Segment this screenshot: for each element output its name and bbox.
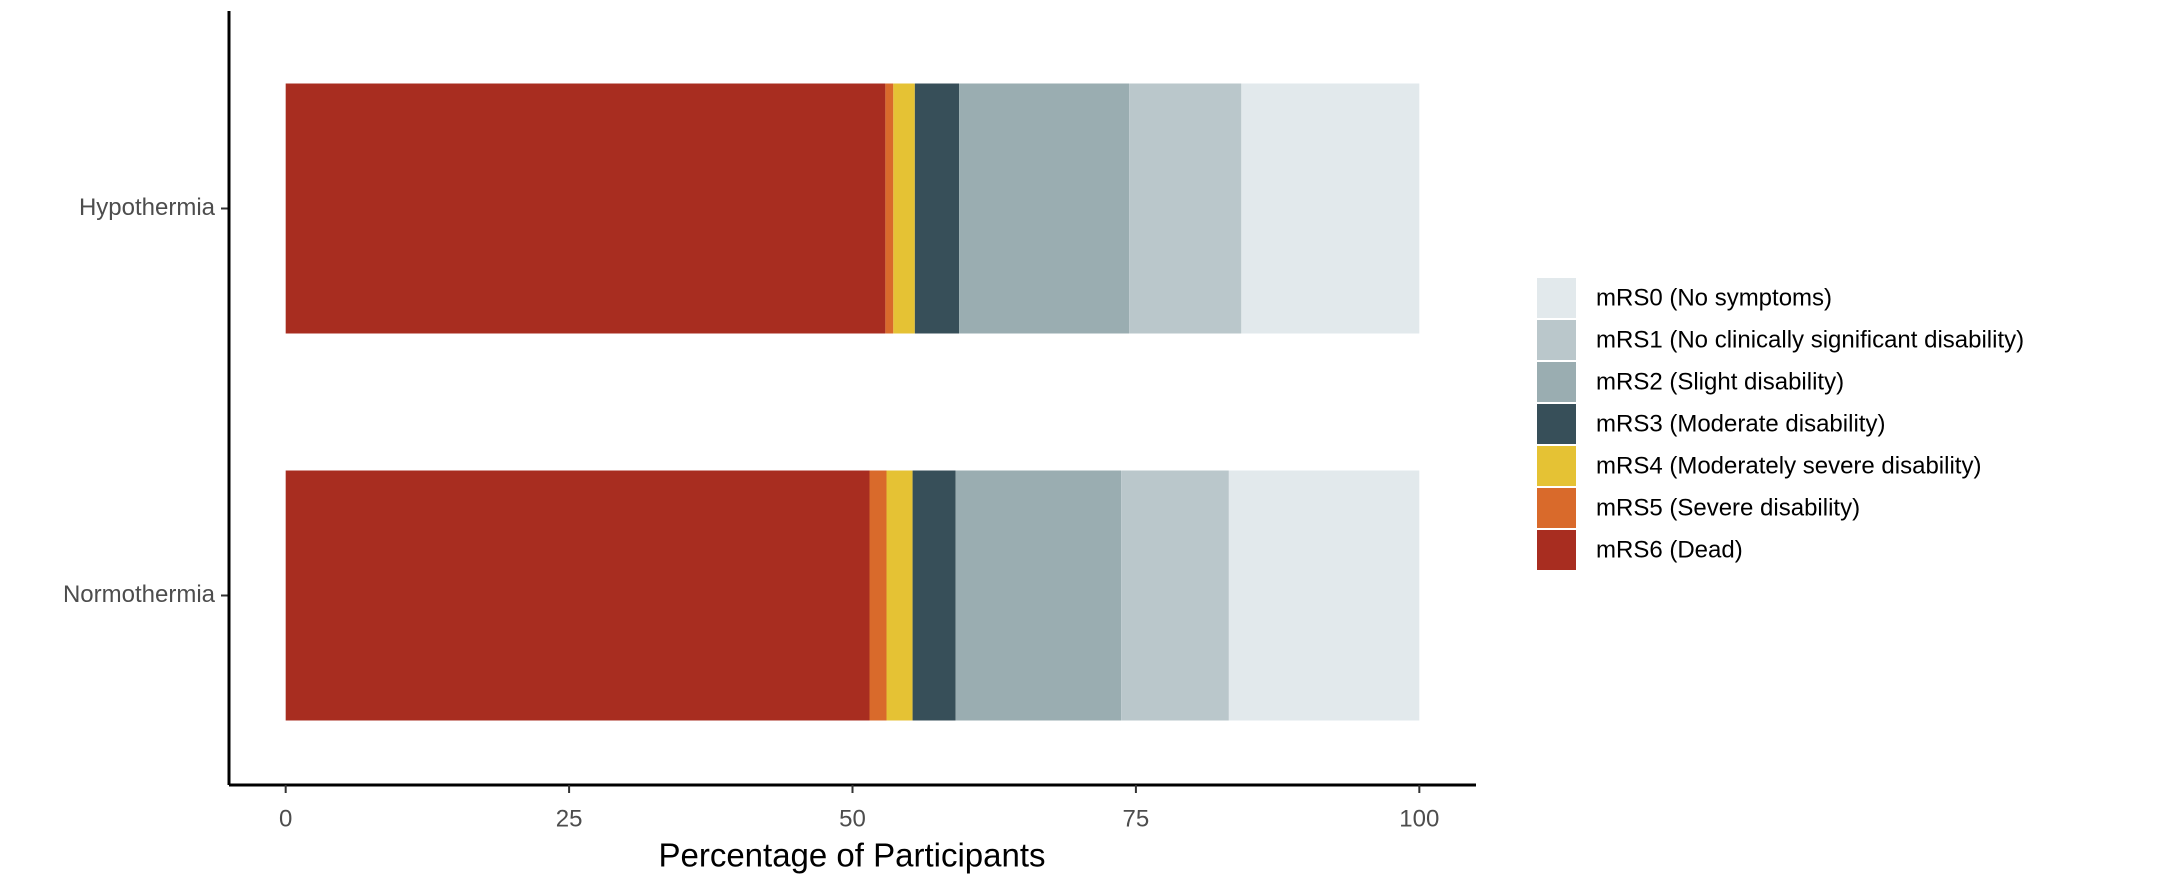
bar-segment bbox=[285, 470, 870, 721]
bar-segment bbox=[959, 83, 1130, 334]
x-tick-label: 50 bbox=[839, 805, 866, 832]
legend-swatch bbox=[1537, 404, 1576, 444]
x-tick-label: 75 bbox=[1123, 805, 1150, 832]
legend-label: mRS0 (No symptoms) bbox=[1596, 284, 1832, 311]
legend-swatch bbox=[1537, 278, 1576, 318]
legend-swatch bbox=[1537, 320, 1576, 360]
bar-segment bbox=[1121, 470, 1229, 721]
x-tick-label: 100 bbox=[1399, 805, 1439, 832]
y-tick-label: Normothermia bbox=[63, 581, 216, 608]
legend-label: mRS3 (Moderate disability) bbox=[1596, 410, 1885, 437]
x-tick-label: 25 bbox=[556, 805, 583, 832]
legend-label: mRS5 (Severe disability) bbox=[1596, 494, 1860, 521]
y-tick-label: Hypothermia bbox=[79, 194, 216, 221]
x-tick-label: 0 bbox=[279, 805, 292, 832]
legend-label: mRS4 (Moderately severe disability) bbox=[1596, 452, 1981, 479]
legend-swatch bbox=[1537, 362, 1576, 402]
legend-swatch bbox=[1537, 530, 1576, 570]
bar-segment bbox=[869, 470, 887, 721]
bar-segment bbox=[1228, 470, 1420, 721]
bar-segment bbox=[285, 83, 886, 334]
legend-swatch bbox=[1537, 488, 1576, 528]
bar-segment bbox=[1241, 83, 1420, 334]
legend-swatch bbox=[1537, 446, 1576, 486]
bar-segment bbox=[886, 470, 913, 721]
bar-segment bbox=[885, 83, 894, 334]
x-axis-title: Percentage of Participants bbox=[658, 837, 1045, 874]
legend-label: mRS1 (No clinically significant disabili… bbox=[1596, 326, 2024, 353]
bar-segment bbox=[893, 83, 915, 334]
bar-segment bbox=[914, 83, 960, 334]
bar-segment bbox=[1129, 83, 1242, 334]
legend-label: mRS2 (Slight disability) bbox=[1596, 368, 1844, 395]
bar-segment bbox=[955, 470, 1122, 721]
legend-label: mRS6 (Dead) bbox=[1596, 536, 1743, 563]
bar-segment bbox=[912, 470, 956, 721]
